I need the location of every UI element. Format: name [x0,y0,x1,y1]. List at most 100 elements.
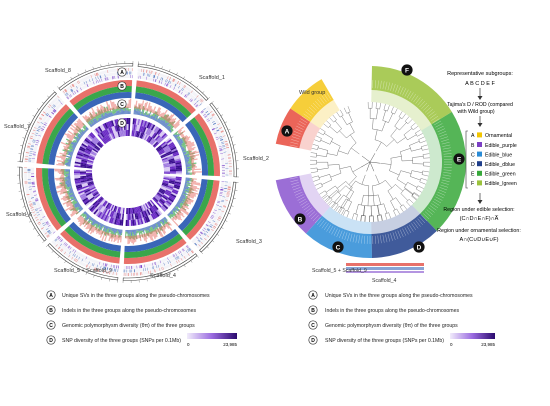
right-legend-d: D SNP diversity of the three groups (SNP… [308,335,444,345]
svg-text:Genomic polymorphysm diversity: Genomic polymorphysm diversity (θπ) of t… [325,323,458,329]
subgroup-letter: F [471,181,474,187]
svg-text:C: C [311,323,315,329]
svg-text:D: D [49,338,53,344]
right-legend-a: A Unique SVs in the three groups along t… [308,290,473,300]
subgroup-swatch [477,180,482,186]
ornamental-selection-title: Region under ornamental selection: [437,228,521,234]
left-color-scale [187,333,237,339]
svg-text:C: C [120,102,124,108]
svg-text:SNP diversity of the three gro: SNP diversity of the three groups (SNPs … [62,338,181,344]
subgroup-name: Edible_purple [485,143,517,149]
chromosome-segment [155,101,239,178]
rep-subgroups-letters: A B C D E F [465,81,495,87]
svg-text:Unique SVs in the three groups: Unique SVs in the three groups along the… [62,293,210,299]
right-scaffold-label-5-9: Scaffold_5 + Scaffold_9 [312,268,367,274]
ornamental-selection-formula: A∩(C∪D∪E∪F) [460,237,499,243]
svg-text:F: F [405,68,409,75]
subgroup-item: C Edible_blue [471,151,512,158]
svg-text:E: E [457,157,462,164]
clade-badge-c: C [332,241,344,253]
chromosome-segment [131,61,211,148]
svg-text:A: A [49,293,53,299]
svg-text:C: C [336,245,341,252]
track-badge-d: D [117,118,127,128]
chromosome-segment [45,196,125,283]
subgroup-name: Ornamental [485,133,512,139]
subgroup-swatch [477,161,482,167]
scaffold-label-5-9: Scaffold_5 + Scaffold_9 [54,268,112,274]
left-legend-a: A Unique SVs in the three groups along t… [46,290,210,300]
subgroup-letter: D [471,162,475,168]
svg-text:B: B [49,308,53,314]
subgroup-list: A Ornamental B Edible_purple C Edible_blue D Ed… [471,132,517,187]
scaffold-label-3: Scaffold_3 [236,239,262,245]
subgroup-item: D Edible_dblue [471,161,515,168]
subgroup-name: Edible_green [485,172,516,178]
svg-text:B: B [298,217,303,224]
svg-text:B: B [311,308,315,314]
svg-text:B: B [120,84,124,90]
scaffold-label-8: Scaffold_8 [45,68,71,74]
subgroup-letter: A [471,133,475,139]
right-bottom-strip [346,263,424,273]
clade-blobs [275,66,467,258]
svg-text:Unique SVs in the three groups: Unique SVs in the three groups along the… [325,293,473,299]
subgroup-name: Edible_blue [485,152,512,158]
subgroup-panel: Representative subgroups: A B C D E F Ta… [437,71,521,243]
subgroup-swatch [477,170,482,176]
clade-badge-b: B [294,213,306,225]
subgroup-item: B Edible_purple [471,142,517,149]
svg-text:A: A [120,70,124,76]
right-legend-b: B Indels in the three groups along the p… [308,305,459,315]
clade-badge-a: A [281,125,293,137]
scaffold-label-4: Scaffold_4 [150,273,176,279]
subgroup-name: Edible_dblue [485,162,515,168]
subgroup-swatch [477,142,482,147]
subgroup-letter: E [471,172,475,178]
subgroup-item: A Ornamental [471,132,512,139]
right-legend: A Unique SVs in the three groups along t… [308,290,495,347]
left-legend-d: D SNP diversity of the three groups (SNP… [46,335,181,345]
chromosome-segment [122,199,199,283]
left-scale-max: 23,985 [223,342,237,347]
svg-text:SNP diversity of the three gro: SNP diversity of the three groups (SNPs … [325,338,444,344]
clade-badge-f: F [401,64,413,76]
leaf-ticks [288,80,452,244]
clade-badge-d: D [413,241,425,253]
track-badge-b: B [117,81,127,91]
track-badge-a: A [117,67,127,77]
right-scaffold-label-4: Scaffold_4 [372,278,397,284]
wild-group-label: Wild group [299,90,325,96]
subgroup-letter: C [471,152,475,158]
svg-text:Genomic polymorphysm diversity: Genomic polymorphysm diversity (θπ) of t… [62,323,195,329]
tajima-line-1: Tajima's D / ROD (compared [447,102,513,108]
scaffold-label-6: Scaffold_6 [6,212,32,218]
right-tree-plot [275,66,467,258]
left-legend: A Unique SVs in the three groups along t… [46,290,237,347]
svg-text:A: A [285,129,290,136]
svg-text:A: A [311,293,315,299]
left-scale-min: 0 [187,342,190,347]
chromosome-segment [152,175,239,255]
track-badge-c: C [117,99,127,109]
svg-text:Indels in the three groups alo: Indels in the three groups along the pse… [62,308,196,314]
subgroup-letter: B [471,143,475,149]
subgroup-swatch [477,132,482,138]
svg-text:Indels in the three groups alo: Indels in the three groups along the pse… [325,308,459,314]
edible-selection-formula: (C∩D∩E∩F)∩A̅ [460,215,499,222]
svg-text:D: D [311,338,315,344]
subgroup-swatch [477,151,482,157]
svg-text:C: C [49,323,53,329]
svg-text:D: D [417,245,422,252]
svg-text:D: D [120,121,124,127]
tajima-line-2: with Wild group) [457,109,494,115]
left-legend-b: B Indels in the three groups along the p… [46,305,196,315]
scaffold-label-1: Scaffold_1 [199,75,225,81]
clade-badge-e: E [453,153,465,165]
right-legend-c: C Genomic polymorphysm diversity (θπ) of… [308,320,458,330]
subgroup-item: F Edible_lgreen [471,180,517,187]
chromosome-segment [17,89,104,169]
rep-subgroups-title: Representative subgroups: [447,71,513,77]
subgroup-name: Edible_lgreen [485,181,517,187]
